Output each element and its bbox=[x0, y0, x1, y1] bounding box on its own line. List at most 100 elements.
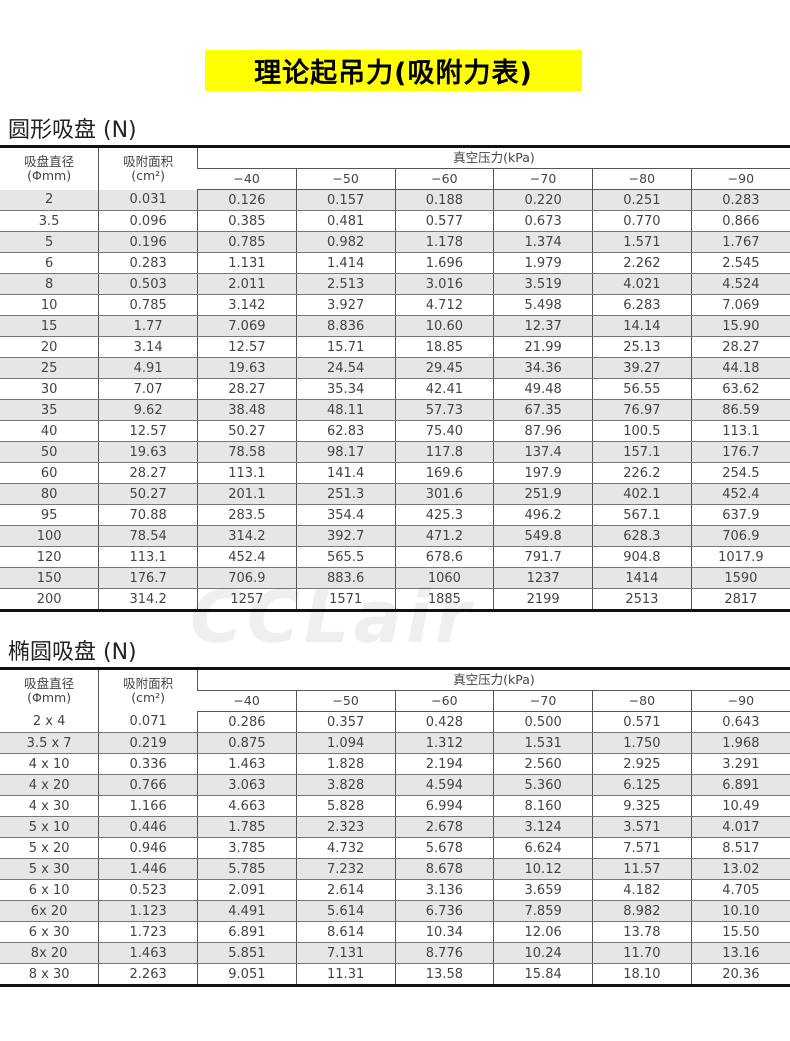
pressure-header: 真空压力(kPa) bbox=[197, 667, 790, 691]
diameter-header: 吸盘直径 (Φmm) bbox=[0, 667, 99, 712]
table-cell: 197.9 bbox=[493, 462, 593, 484]
table-cell: 3.5 bbox=[0, 210, 99, 232]
table-cell: 354.4 bbox=[295, 504, 395, 526]
table-cell: 5.678 bbox=[394, 837, 494, 859]
table-cell: 0.157 bbox=[295, 189, 395, 211]
table-row: 25 4.91 19.63 24.54 29.45 34.36 39.27 44.18 bbox=[0, 357, 790, 379]
table-cell: 1.463 bbox=[197, 753, 297, 775]
table-row: 200 314.2 1257 1571 1885 2199 2513 2817 bbox=[0, 588, 790, 612]
table-cell: 15.71 bbox=[295, 336, 395, 358]
table-cell: 28.27 bbox=[197, 378, 297, 400]
table-cell: 137.4 bbox=[493, 441, 593, 463]
table-cell: 1.696 bbox=[394, 252, 494, 274]
table-row: 150 176.7 706.9 883.6 1060 1237 1414 1590 bbox=[0, 567, 790, 589]
table-cell: 0.503 bbox=[98, 273, 198, 295]
table-cell: 5.614 bbox=[295, 900, 395, 922]
pressure-column-header: −90 bbox=[690, 168, 790, 190]
table-cell: 4.712 bbox=[394, 294, 494, 316]
table-cell: 5.498 bbox=[493, 294, 593, 316]
table-cell: 10.10 bbox=[690, 900, 790, 922]
table-cell: 117.8 bbox=[394, 441, 494, 463]
table-cell: 40 bbox=[0, 420, 99, 442]
table-cell: 0.785 bbox=[197, 231, 297, 253]
table-row: 60 28.27 113.1 141.4 169.6 197.9 226.2 254.5 bbox=[0, 462, 790, 484]
table-cell: 4.663 bbox=[197, 795, 297, 817]
watermark: CCLair bbox=[190, 575, 475, 659]
table-row: 50 19.63 78.58 98.17 117.8 137.4 157.1 176.7 bbox=[0, 441, 790, 463]
table-cell: 8.614 bbox=[295, 921, 395, 943]
table-cell: 1.123 bbox=[98, 900, 198, 922]
table-cell: 3.927 bbox=[295, 294, 395, 316]
table-cell: 392.7 bbox=[295, 525, 395, 547]
table-cell: 1237 bbox=[493, 567, 593, 589]
table-cell: 13.02 bbox=[690, 858, 790, 880]
pressure-column-header: −70 bbox=[493, 168, 593, 190]
table-cell: 6.891 bbox=[197, 921, 297, 943]
diameter-header: 吸盘直径 (Φmm) bbox=[0, 145, 99, 190]
pressure-column-header: −80 bbox=[592, 168, 692, 190]
table-row: 5 x 20 0.946 3.785 4.732 5.678 6.624 7.571 8.51… bbox=[0, 837, 790, 859]
table-cell: 1060 bbox=[394, 567, 494, 589]
table-cell: 2.263 bbox=[98, 963, 198, 987]
table-cell: 141.4 bbox=[295, 462, 395, 484]
table-cell: 7.069 bbox=[690, 294, 790, 316]
table-cell: 157.1 bbox=[592, 441, 692, 463]
table-cell: 8.517 bbox=[690, 837, 790, 859]
table-row: 95 70.88 283.5 354.4 425.3 496.2 567.1 637.9 bbox=[0, 504, 790, 526]
table-cell: 50.27 bbox=[197, 420, 297, 442]
table-cell: 6.624 bbox=[493, 837, 593, 859]
table-cell: 113.1 bbox=[98, 546, 198, 568]
table-cell: 78.58 bbox=[197, 441, 297, 463]
table-cell: 1.785 bbox=[197, 816, 297, 838]
table-cell: 50 bbox=[0, 441, 99, 463]
table-cell: 200 bbox=[0, 588, 99, 612]
table-cell: 1.828 bbox=[295, 753, 395, 775]
table-cell: 3.063 bbox=[197, 774, 297, 796]
table-cell: 0.126 bbox=[197, 189, 297, 211]
table-cell: 2 bbox=[0, 189, 99, 211]
table-cell: 100 bbox=[0, 525, 99, 547]
table-row: 4 x 20 0.766 3.063 3.828 4.594 5.360 6.125 6.89… bbox=[0, 774, 790, 796]
table-cell: 62.83 bbox=[295, 420, 395, 442]
table-cell: 29.45 bbox=[394, 357, 494, 379]
table-cell: 567.1 bbox=[592, 504, 692, 526]
table-cell: 176.7 bbox=[98, 567, 198, 589]
table-cell: 0.071 bbox=[98, 711, 198, 733]
table-cell: 471.2 bbox=[394, 525, 494, 547]
table-cell: 44.18 bbox=[690, 357, 790, 379]
table-cell: 63.62 bbox=[690, 378, 790, 400]
table-cell: 1.723 bbox=[98, 921, 198, 943]
table-cell: 28.27 bbox=[98, 462, 198, 484]
table-cell: 9.325 bbox=[592, 795, 692, 817]
table-cell: 8.776 bbox=[394, 942, 494, 964]
table-cell: 1.166 bbox=[98, 795, 198, 817]
table-cell: 301.6 bbox=[394, 483, 494, 505]
table-cell: 4 x 30 bbox=[0, 795, 99, 817]
table-cell: 6 bbox=[0, 252, 99, 274]
table-cell: 0.946 bbox=[98, 837, 198, 859]
table-cell: 1885 bbox=[394, 588, 494, 612]
table-cell: 1.131 bbox=[197, 252, 297, 274]
table-cell: 21.99 bbox=[493, 336, 593, 358]
table-cell: 8 x 30 bbox=[0, 963, 99, 987]
pressure-header: 真空压力(kPa) bbox=[197, 145, 790, 169]
table-cell: 15 bbox=[0, 315, 99, 337]
area-header: 吸附面积 (cm²) bbox=[98, 667, 198, 712]
table-cell: 2.614 bbox=[295, 879, 395, 901]
table-cell: 706.9 bbox=[197, 567, 297, 589]
table-cell: 1.979 bbox=[493, 252, 593, 274]
table-cell: 706.9 bbox=[690, 525, 790, 547]
table-cell: 78.54 bbox=[98, 525, 198, 547]
table-cell: 80 bbox=[0, 483, 99, 505]
table-cell: 314.2 bbox=[197, 525, 297, 547]
table-cell: 314.2 bbox=[98, 588, 198, 612]
table-cell: 2.011 bbox=[197, 273, 297, 295]
table-cell: 6 x 10 bbox=[0, 879, 99, 901]
table-cell: 4.017 bbox=[690, 816, 790, 838]
table-cell: 2 x 4 bbox=[0, 711, 99, 733]
table-cell: 2.194 bbox=[394, 753, 494, 775]
table-cell: 11.57 bbox=[592, 858, 692, 880]
table-cell: 251.3 bbox=[295, 483, 395, 505]
table-row: 2 x 4 0.071 0.286 0.357 0.428 0.500 0.571 0.643 bbox=[0, 711, 790, 733]
table-cell: 791.7 bbox=[493, 546, 593, 568]
